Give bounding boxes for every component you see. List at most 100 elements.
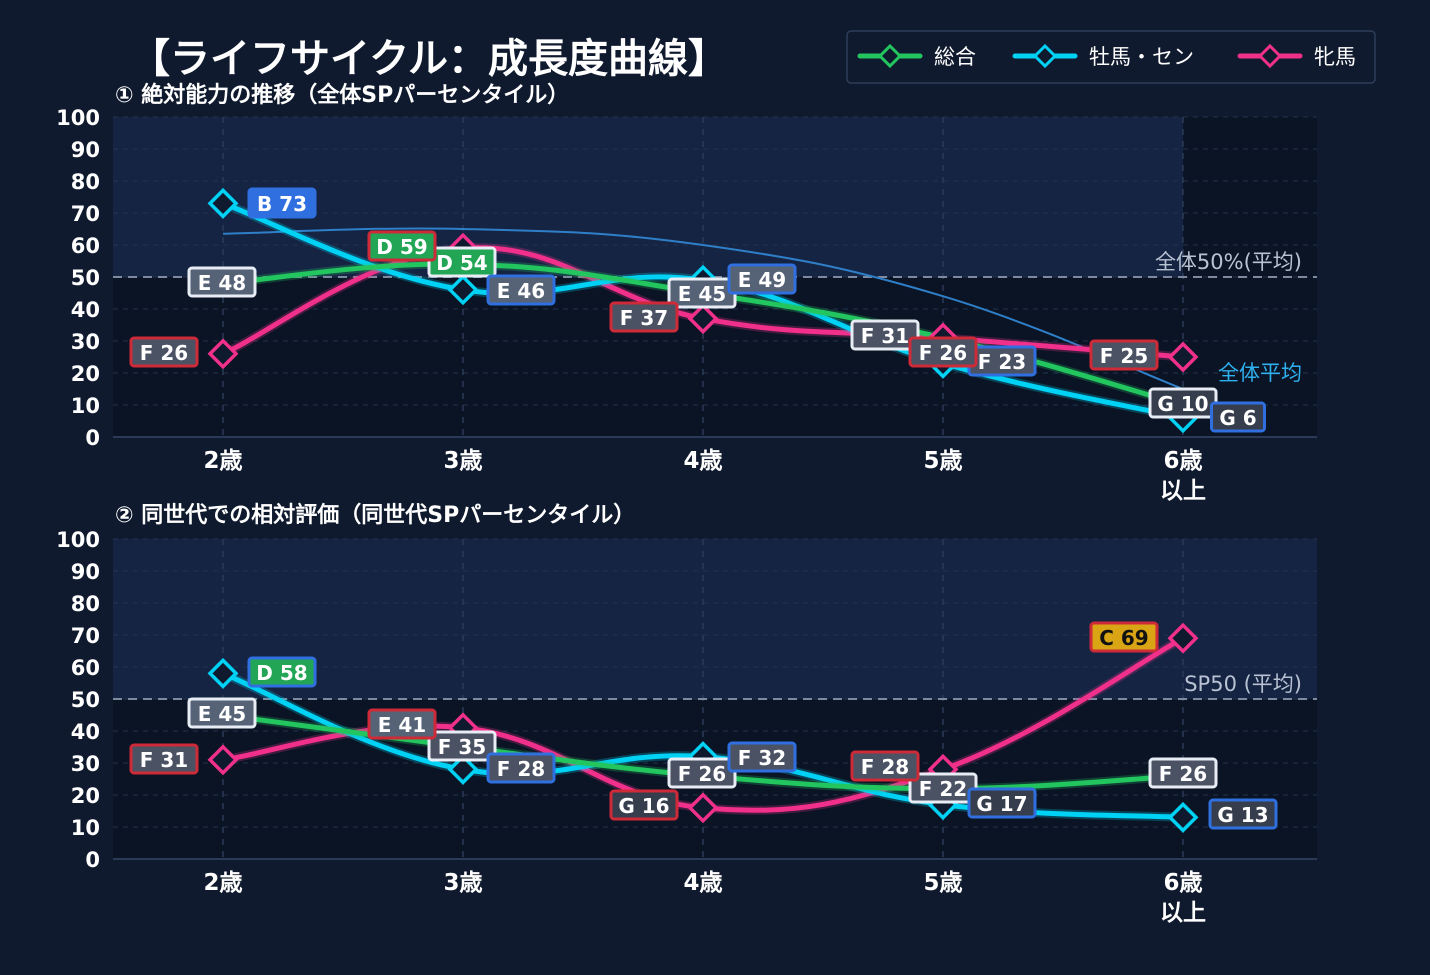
data-label-box: [427, 730, 497, 762]
reference-line-label: SP50 (平均): [1184, 672, 1302, 696]
legend: 総合 牡馬・セン 牝馬: [846, 30, 1376, 84]
x-tick-label: 2歳: [203, 870, 242, 896]
upper-band-right: [1183, 117, 1317, 277]
data-label: F 22: [919, 777, 967, 801]
data-label: G 6: [1219, 406, 1256, 430]
average-curve: [222, 227, 1184, 390]
legend-label-1: 総合: [934, 45, 976, 69]
data-label-box: [247, 656, 317, 688]
data-label: C 69: [1099, 626, 1148, 650]
x-tick-label: 3歳: [443, 448, 482, 474]
x-tick-label: 以上: [1160, 900, 1206, 926]
data-label-box: [850, 319, 920, 351]
data-label-box: [367, 708, 437, 740]
chart-relative: ② 同世代での相対評価（同世代SPパーセンタイル） 0 10 20 30 40 50 60 70…: [56, 502, 1317, 926]
point-marker: [1167, 622, 1199, 654]
data-label-box: [727, 741, 797, 773]
data-label-box: [609, 301, 679, 333]
point-marker: [687, 303, 719, 335]
data-label-box: [367, 230, 437, 262]
data-label: F 28: [861, 755, 909, 779]
data-label: D 59: [376, 235, 427, 259]
data-label-box: [427, 246, 497, 278]
point-marker: [1167, 341, 1199, 373]
y-tick-label: 10: [71, 816, 100, 840]
legend-label-2: 牡馬・セン: [1089, 45, 1194, 69]
x-tick-label: 4歳: [683, 448, 722, 474]
x-tick-label: 4歳: [683, 870, 722, 896]
x-tick-label: 3歳: [443, 870, 482, 896]
y-tick-label: 100: [56, 106, 100, 130]
data-label: E 46: [497, 279, 545, 303]
y-tick-label: 60: [71, 234, 100, 258]
data-label: G 16: [618, 794, 669, 818]
point-marker: [687, 792, 719, 824]
data-label: E 41: [378, 713, 426, 737]
y-tick-label: 0: [85, 848, 100, 872]
legend-marker-1: [877, 43, 903, 69]
y-tick-label: 90: [71, 138, 100, 162]
data-label: F 25: [1100, 344, 1148, 368]
x-tick-label: 5歳: [923, 448, 962, 474]
x-tick-label: 6歳: [1163, 448, 1202, 474]
data-label-box: [967, 787, 1037, 819]
y-tick-label: 50: [71, 688, 100, 712]
data-label-box: [486, 752, 556, 784]
y-tick-label: 70: [71, 202, 100, 226]
chart-title: 【ライフサイクル：成長度曲線】: [130, 36, 728, 82]
y-tick-label: 20: [71, 362, 100, 386]
data-label: G 17: [976, 792, 1027, 816]
legend-marker-3: [1257, 43, 1283, 69]
data-label: G 10: [1157, 392, 1208, 416]
data-label-box: [908, 336, 978, 368]
x-tick-label: 6歳: [1163, 870, 1202, 896]
average-curve-label: 全体平均: [1218, 361, 1302, 385]
y-tick-label: 10: [71, 394, 100, 418]
y-tick-label: 40: [71, 720, 100, 744]
legend-label-3: 牝馬: [1314, 45, 1356, 69]
data-label: B 73: [257, 192, 307, 216]
y-tick-label: 80: [71, 592, 100, 616]
data-label-box: [129, 743, 199, 775]
data-label: F 26: [140, 341, 188, 365]
chart-absolute: ① 絶対能力の推移（全体SPパーセンタイル） 0 10 20 30 40 50 60 70 80 9…: [56, 82, 1317, 504]
y-tick-label: 90: [71, 560, 100, 584]
data-label: F 31: [140, 748, 188, 772]
point-marker: [1167, 801, 1199, 833]
data-label-box: [187, 266, 257, 298]
data-label: F 32: [738, 746, 786, 770]
data-label-box: [1148, 757, 1218, 789]
y-tick-label: 0: [85, 426, 100, 450]
y-tick-label: 40: [71, 298, 100, 322]
data-label: F 23: [978, 350, 1026, 374]
data-label-box: [1208, 798, 1278, 830]
y-tick-label: 30: [71, 752, 100, 776]
data-label-box: [667, 757, 737, 789]
x-tick-label: 2歳: [203, 448, 242, 474]
y-tick-label: 100: [56, 528, 100, 552]
point-marker: [447, 274, 479, 306]
data-label-box: [486, 274, 556, 306]
data-label-box: [850, 750, 920, 782]
data-label-box: [129, 336, 199, 368]
data-label-box: [727, 263, 797, 295]
legend-marker-2: [1032, 43, 1058, 69]
point-marker: [447, 753, 479, 785]
data-label: F 31: [861, 324, 909, 348]
data-label-box: [1089, 339, 1159, 371]
subchart-title: ② 同世代での相対評価（同世代SPパーセンタイル）: [115, 502, 635, 528]
data-label: E 49: [738, 268, 786, 292]
data-label: D 58: [256, 661, 307, 685]
legend-box: [846, 30, 1376, 84]
y-tick-label: 60: [71, 656, 100, 680]
y-tick-label: 30: [71, 330, 100, 354]
data-label: E 48: [198, 271, 246, 295]
data-label: D 54: [436, 251, 487, 275]
x-tick-label: 5歳: [923, 870, 962, 896]
data-label-box: [1210, 401, 1266, 433]
data-label-box: [609, 789, 679, 821]
data-label: F 26: [1159, 762, 1207, 786]
point-marker: [207, 187, 239, 219]
data-label: F 28: [497, 757, 545, 781]
data-label: G 13: [1217, 803, 1268, 827]
